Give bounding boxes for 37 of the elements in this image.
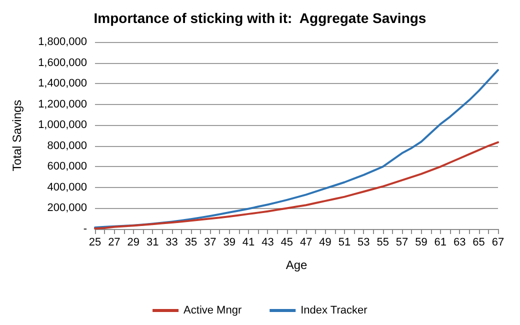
y-tick-label: 1,800,000 (38, 36, 87, 48)
x-tick-label: 33 (166, 236, 178, 248)
x-tick-label: 31 (146, 236, 159, 248)
x-tick-label: 51 (338, 236, 351, 248)
y-tick-label: 200,000 (47, 202, 87, 214)
x-tick-label: 39 (223, 236, 236, 248)
legend-label: Index Tracker (300, 304, 368, 316)
y-tick-label: 1,400,000 (38, 78, 87, 90)
x-tick-label: 43 (262, 236, 274, 248)
x-tick-label: 57 (396, 236, 408, 248)
x-tick-label: 55 (376, 236, 389, 248)
x-axis-title: Age (286, 258, 308, 272)
y-axis-title: Total Savings (10, 100, 24, 172)
y-tick-label: 800,000 (47, 140, 87, 152)
y-tick-label: 400,000 (47, 181, 87, 194)
y-tick-label: 1,600,000 (38, 56, 87, 69)
x-tick-label: 27 (108, 236, 120, 248)
x-tick-label: 37 (204, 236, 216, 248)
y-tick-label: 600,000 (47, 160, 87, 173)
x-tick-label: 45 (280, 236, 294, 248)
y-tick-label: - (83, 223, 88, 235)
chart-title: Importance of sticking with it: Aggregate Savings (94, 10, 426, 26)
x-tick-label: 61 (434, 236, 447, 248)
x-tick-label: 53 (358, 236, 370, 248)
x-tick-label: 29 (127, 236, 140, 248)
x-tick-label: 35 (184, 236, 198, 248)
x-tick-label: 49 (319, 236, 332, 248)
y-tick-label: 1,200,000 (38, 98, 87, 110)
legend-label: Active Mngr (184, 304, 242, 316)
x-tick-label: 65 (472, 236, 485, 248)
x-tick-label: 25 (88, 236, 102, 248)
x-tick-label: 67 (492, 236, 504, 248)
x-tick-label: 41 (242, 236, 255, 248)
x-tick-label: 47 (300, 236, 312, 248)
y-tick-label: 1,000,000 (38, 119, 87, 132)
x-tick-label: 59 (415, 236, 428, 248)
x-tick-label: 63 (453, 236, 466, 248)
